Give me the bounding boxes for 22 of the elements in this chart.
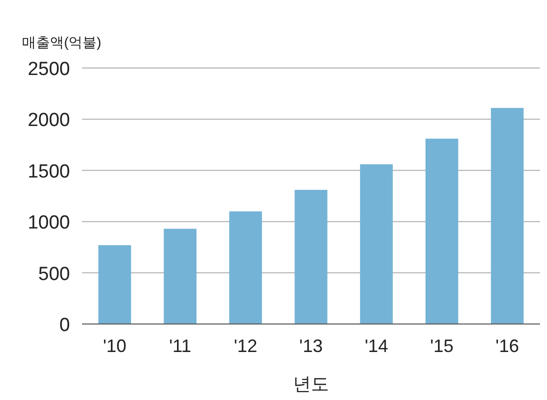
- x-tick-label: '14: [364, 336, 388, 356]
- x-tick-label: '16: [496, 336, 520, 356]
- y-tick-label: 2000: [28, 110, 70, 132]
- x-tick-label: '11: [169, 336, 192, 356]
- y-tick-label: 0: [59, 315, 70, 336]
- x-tick-label: '15: [430, 336, 454, 356]
- bar: [164, 228, 196, 324]
- x-tick-label: '10: [102, 336, 126, 356]
- bar: [294, 190, 328, 324]
- x-tick-label: '12: [234, 336, 258, 356]
- bar: [426, 138, 458, 324]
- x-axis-title: 년도: [293, 374, 329, 394]
- x-tick-label: '13: [299, 336, 323, 356]
- bar: [490, 108, 524, 324]
- bar: [98, 245, 132, 324]
- bar: [229, 211, 262, 324]
- y-tick-label: 1500: [28, 161, 70, 182]
- y-tick-label: 500: [38, 264, 70, 285]
- bar: [360, 164, 393, 324]
- y-tick-label: 2500: [28, 59, 70, 80]
- y-axis-title: 매출액(억불): [22, 34, 102, 50]
- y-tick-label: 1000: [28, 212, 70, 234]
